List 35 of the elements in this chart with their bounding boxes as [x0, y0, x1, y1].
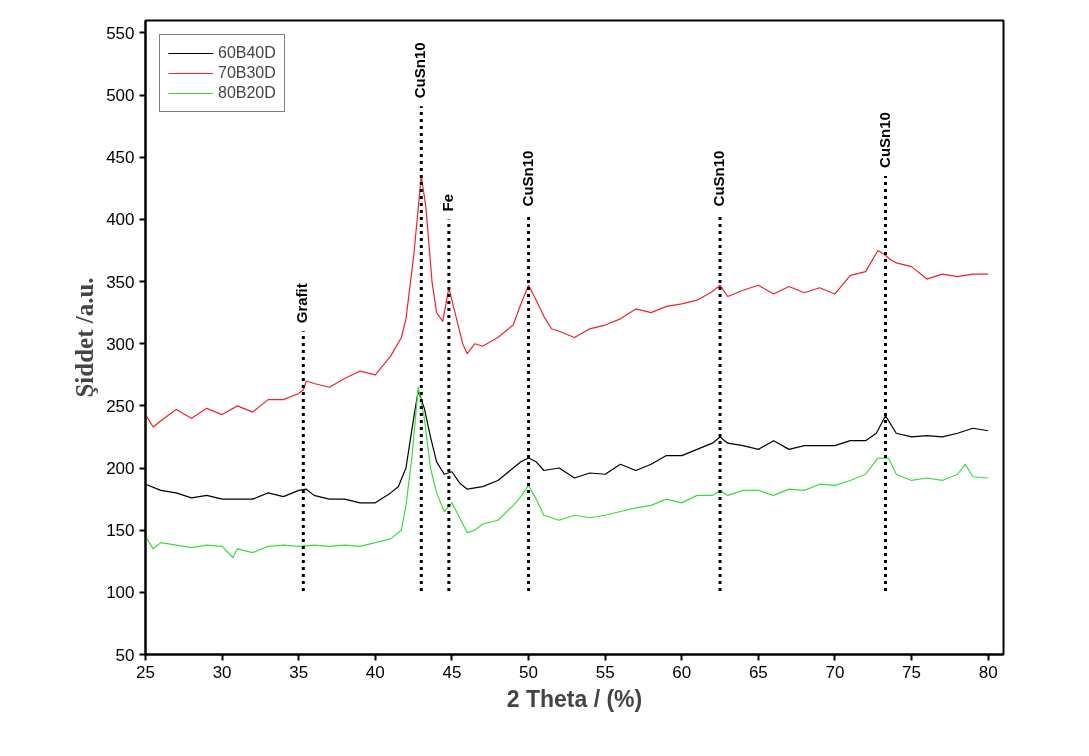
x-tick-label: 55: [595, 662, 615, 682]
x-tick-label: 65: [748, 662, 768, 682]
y-tick-label: 350: [106, 272, 135, 292]
x-tick-label: 30: [212, 662, 232, 682]
annotation: CuSn10: [710, 150, 728, 207]
annotation: CuSn10: [518, 150, 536, 207]
x-tick-label: 35: [289, 662, 309, 682]
y-tick-label: 450: [106, 148, 135, 168]
y-tick-label: 500: [106, 86, 135, 106]
y-tick-label: 200: [106, 459, 135, 479]
legend-label: 60B40D: [218, 44, 276, 62]
y-tick-label: 550: [106, 23, 135, 43]
x-tick-label: 60: [672, 662, 692, 682]
x-tick-label: 75: [902, 662, 922, 682]
y-tick-label: 400: [106, 210, 135, 230]
x-tick-label: 70: [825, 662, 845, 682]
x-tick-label: 80: [978, 662, 998, 682]
y-tick-label: 150: [106, 521, 135, 541]
annotation: CuSn10: [411, 42, 429, 99]
x-axis-title: 2 Theta / (%): [506, 685, 643, 712]
annotation: Fe: [438, 193, 456, 212]
annotation: Grafit: [293, 283, 311, 324]
legend-label: 70B30D: [218, 64, 276, 82]
x-tick-label: 25: [136, 662, 155, 682]
x-tick-label: 50: [519, 662, 538, 682]
y-tick-label: 300: [106, 334, 135, 354]
x-tick-label: 45: [442, 662, 462, 682]
y-tick-label: 50: [115, 645, 135, 665]
annotation: CuSn10: [875, 112, 893, 168]
y-tick-label: 250: [106, 396, 135, 416]
x-tick-label: 40: [365, 662, 385, 682]
legend-label: 80B20D: [218, 84, 276, 102]
line-series: [145, 386, 989, 559]
y-tick-label: 100: [106, 583, 135, 603]
y-axis-title: Şiddet /a.u.: [71, 277, 99, 398]
